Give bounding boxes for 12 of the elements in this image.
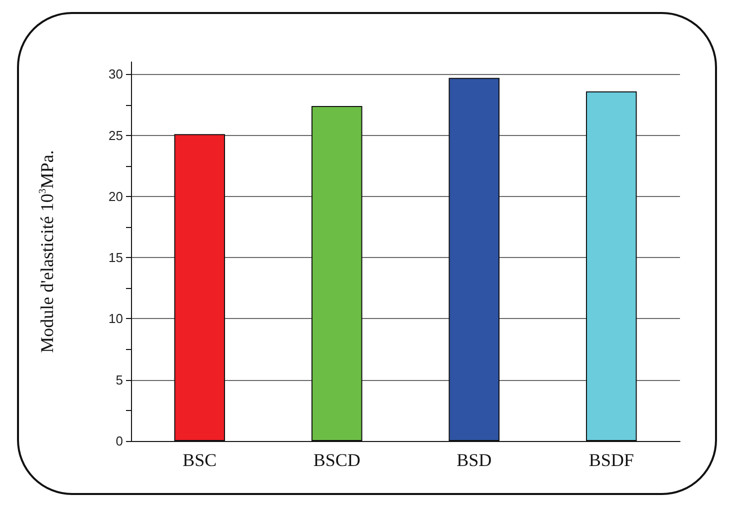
y-tick-label: 25	[108, 128, 123, 143]
x-tick-label: BSC	[182, 450, 217, 470]
y-axis-title: Module d'elasticité 103MPa.	[37, 150, 57, 353]
y-tick-label: 15	[108, 250, 123, 266]
y-tick-label: 30	[108, 66, 123, 82]
x-tick-label: BSD	[456, 450, 492, 470]
y-tick-label: 10	[108, 311, 123, 326]
y-tick-label: 0	[116, 434, 123, 448]
y-tick-label: 5	[116, 372, 123, 388]
x-tick-label: BSCD	[313, 450, 360, 470]
y-tick-label: 20	[108, 188, 123, 204]
x-tick-label: BSDF	[588, 450, 634, 470]
